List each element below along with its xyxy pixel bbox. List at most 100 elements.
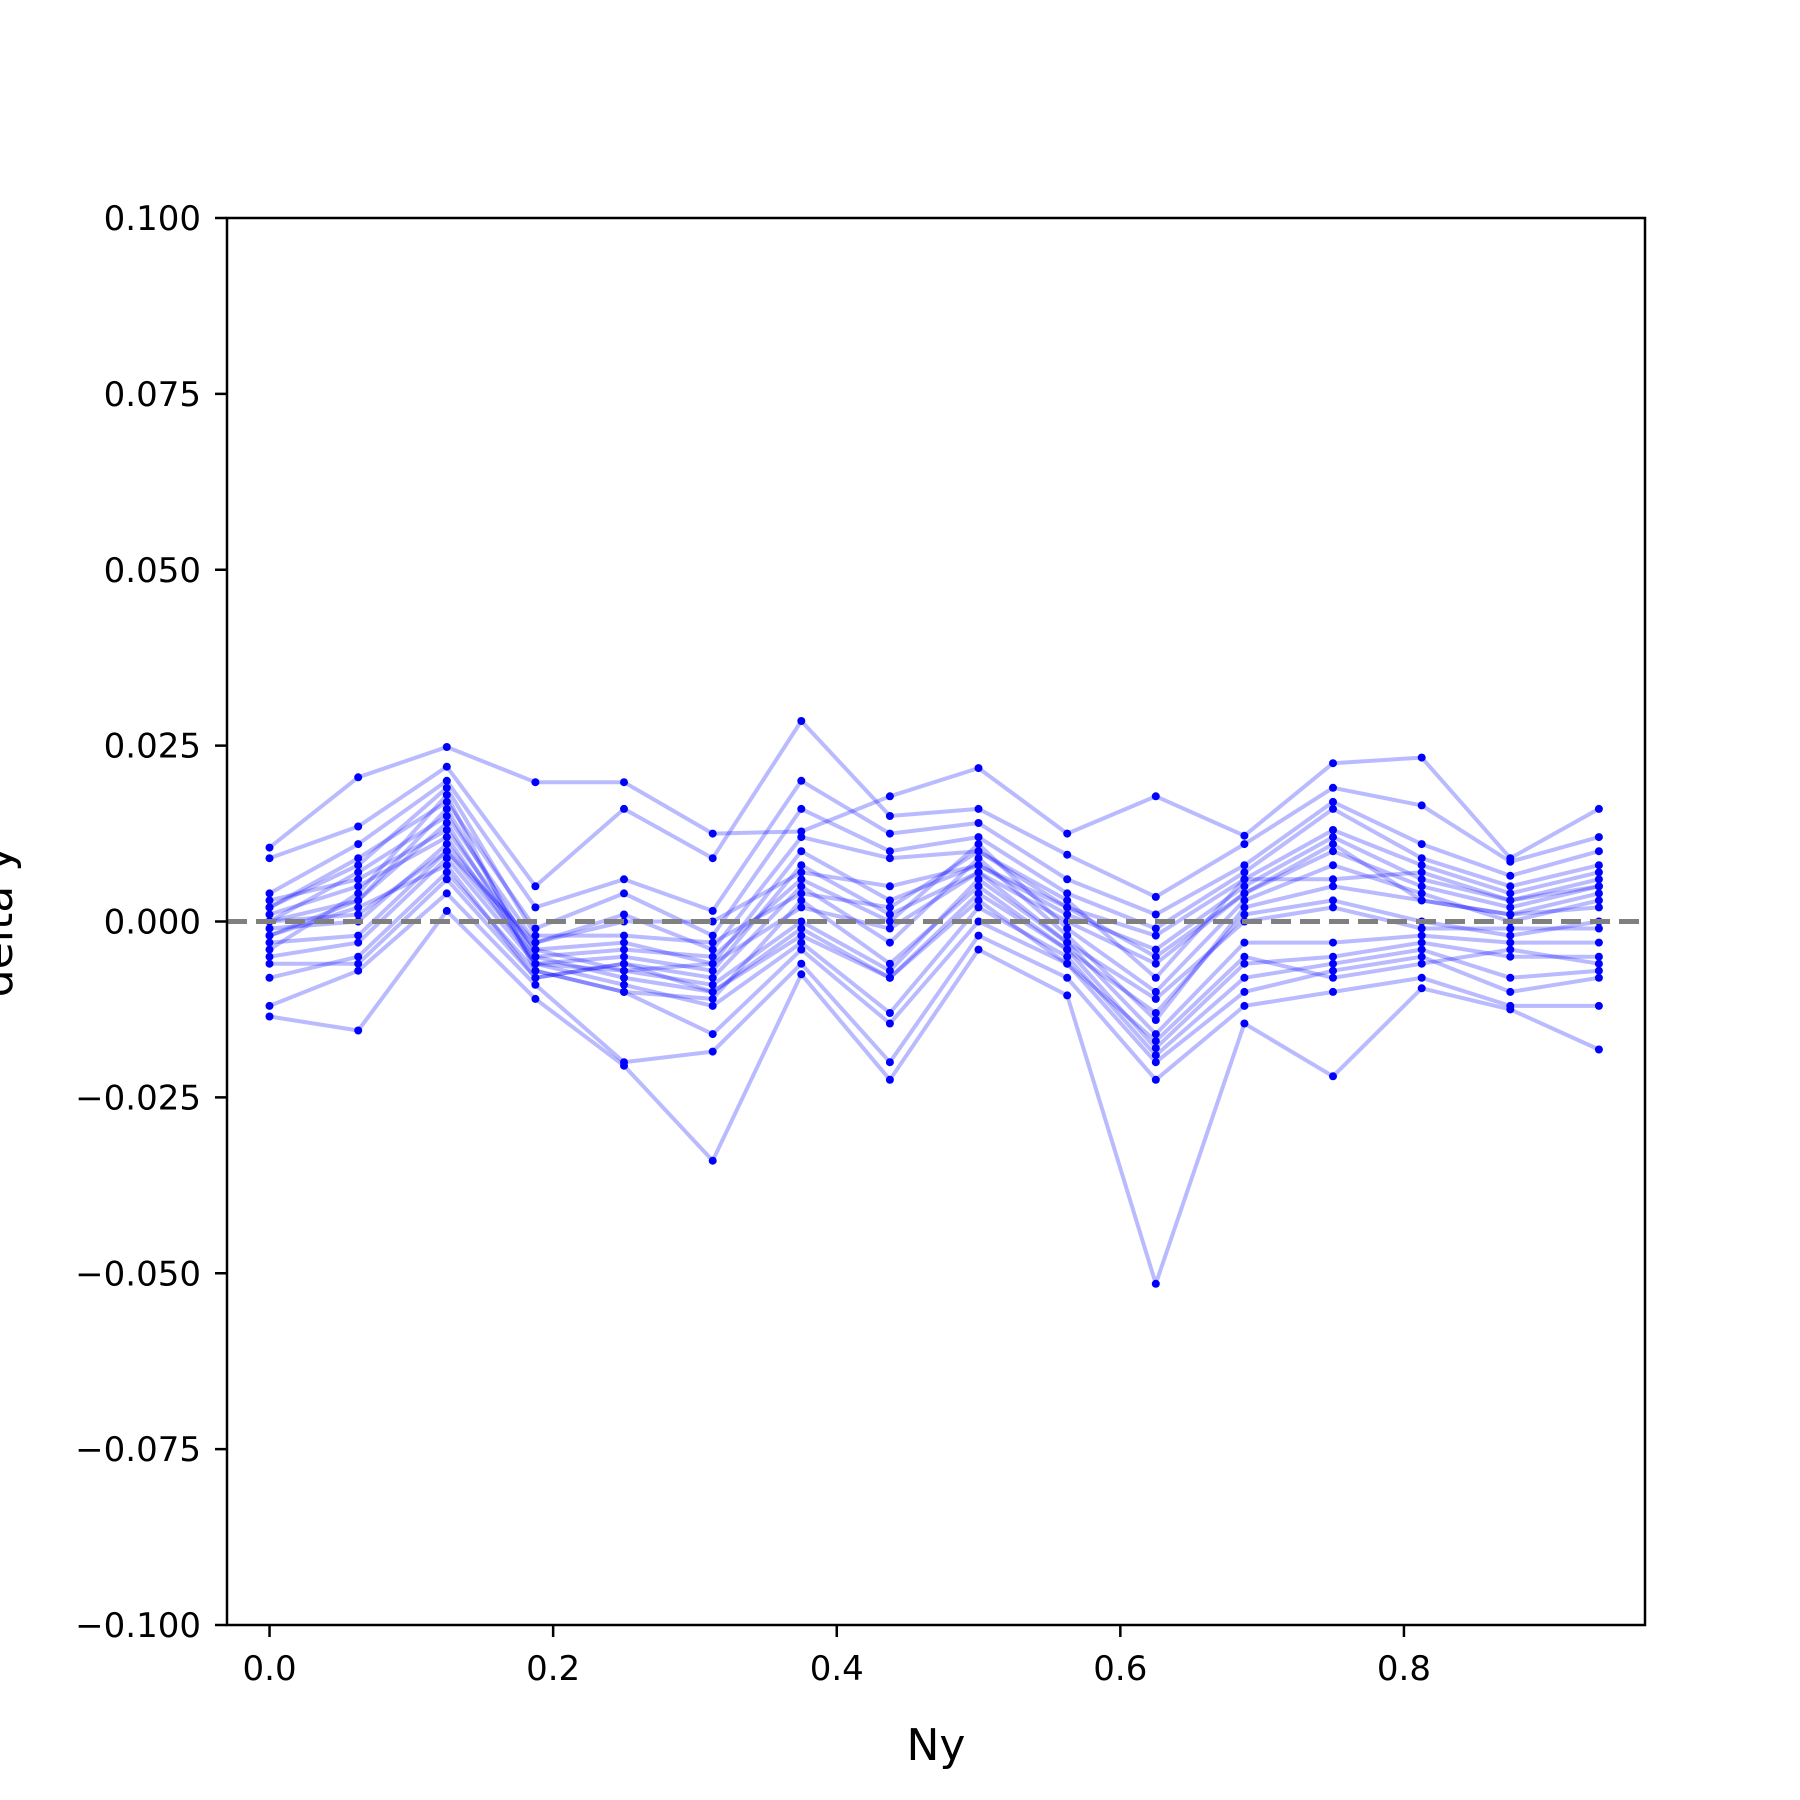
data-point bbox=[265, 945, 274, 954]
data-point bbox=[354, 822, 363, 831]
data-point bbox=[1506, 889, 1515, 898]
data-point bbox=[1329, 861, 1337, 870]
data-point bbox=[354, 1026, 363, 1035]
data-point bbox=[1594, 1001, 1603, 1010]
data-point bbox=[1151, 931, 1160, 940]
data-point bbox=[265, 952, 274, 961]
data-point bbox=[1594, 868, 1603, 877]
data-point bbox=[1151, 973, 1160, 982]
x-tick-label: 0.0 bbox=[243, 1649, 297, 1689]
data-point bbox=[620, 910, 628, 919]
series-line bbox=[268, 719, 1600, 899]
data-point bbox=[1151, 1009, 1160, 1017]
data-point bbox=[885, 854, 894, 863]
data-point bbox=[885, 829, 894, 838]
data-point bbox=[1151, 892, 1160, 901]
data-point bbox=[620, 987, 628, 996]
data-point bbox=[1151, 924, 1160, 933]
y-tick-label: 0.025 bbox=[104, 727, 201, 767]
data-point bbox=[442, 889, 451, 898]
data-point bbox=[1417, 931, 1426, 940]
x-axis: 0.0 0.2 0.4 0.6 0.8 bbox=[243, 1625, 1431, 1689]
data-point bbox=[885, 973, 894, 982]
series-17 bbox=[265, 783, 1603, 982]
data-point bbox=[974, 804, 983, 813]
data-point bbox=[797, 896, 806, 905]
data-point bbox=[1417, 840, 1426, 849]
data-point bbox=[354, 910, 363, 919]
data-point bbox=[1329, 966, 1337, 975]
data-point bbox=[1417, 938, 1426, 947]
data-point bbox=[1151, 945, 1160, 954]
data-point bbox=[1151, 994, 1160, 1003]
data-point bbox=[1240, 831, 1249, 840]
data-point bbox=[1151, 1051, 1160, 1060]
data-point bbox=[265, 910, 274, 919]
data-point bbox=[1417, 896, 1426, 905]
data-point bbox=[1329, 826, 1337, 834]
data-point bbox=[885, 938, 894, 947]
y-tick-label: −0.025 bbox=[75, 1078, 201, 1118]
series-line bbox=[268, 792, 1600, 1015]
data-point bbox=[1329, 938, 1337, 947]
data-point bbox=[885, 1009, 894, 1017]
data-point bbox=[1240, 840, 1249, 849]
data-point bbox=[1417, 882, 1426, 891]
data-point bbox=[1240, 868, 1249, 877]
data-point bbox=[265, 1001, 274, 1010]
data-point bbox=[797, 827, 806, 836]
x-tick-label: 0.2 bbox=[526, 1649, 580, 1689]
data-point bbox=[1329, 882, 1337, 891]
data-point bbox=[708, 980, 717, 989]
data-point bbox=[620, 778, 628, 787]
data-point bbox=[1151, 1030, 1160, 1039]
data-point bbox=[1594, 938, 1603, 947]
data-point bbox=[1506, 857, 1515, 866]
data-point bbox=[1417, 875, 1426, 884]
data-point bbox=[1329, 952, 1337, 961]
y-tick-label: −0.100 bbox=[75, 1606, 201, 1646]
data-point bbox=[531, 952, 540, 961]
data-point bbox=[1417, 801, 1426, 810]
series-line bbox=[269, 877, 1600, 1044]
data-point bbox=[354, 854, 363, 863]
data-point bbox=[1417, 889, 1426, 898]
data-point bbox=[265, 938, 274, 947]
series-line bbox=[268, 799, 1600, 938]
data-point bbox=[708, 1047, 717, 1056]
data-point bbox=[531, 931, 540, 940]
data-point bbox=[442, 868, 451, 877]
y-tick-label: 0.075 bbox=[104, 375, 201, 415]
series-line bbox=[269, 828, 1600, 966]
data-point bbox=[708, 938, 717, 947]
series-line bbox=[268, 785, 1600, 980]
data-point bbox=[1063, 945, 1072, 954]
data-point bbox=[1240, 987, 1249, 996]
data-point bbox=[265, 903, 274, 912]
series-line bbox=[269, 842, 1600, 959]
data-point bbox=[1506, 924, 1515, 933]
data-point bbox=[708, 945, 717, 954]
data-point bbox=[974, 833, 983, 842]
data-point bbox=[1329, 797, 1337, 806]
data-point bbox=[708, 966, 717, 975]
data-point bbox=[708, 1030, 717, 1039]
data-point bbox=[708, 959, 717, 968]
data-point bbox=[1240, 910, 1249, 919]
data-point bbox=[1063, 903, 1072, 912]
data-point bbox=[354, 861, 363, 870]
data-point bbox=[1240, 882, 1249, 891]
series-line bbox=[269, 806, 1600, 994]
data-point bbox=[797, 833, 806, 842]
data-point bbox=[708, 952, 717, 961]
data-point bbox=[797, 903, 806, 912]
y-tick-label: −0.050 bbox=[75, 1254, 201, 1294]
data-point bbox=[1417, 924, 1426, 933]
data-point bbox=[797, 889, 806, 898]
data-point bbox=[442, 861, 451, 870]
y-tick-label: −0.075 bbox=[75, 1430, 201, 1470]
series-3 bbox=[265, 717, 1603, 901]
data-point bbox=[885, 903, 894, 912]
data-point bbox=[1594, 847, 1603, 856]
data-point bbox=[1506, 987, 1515, 996]
